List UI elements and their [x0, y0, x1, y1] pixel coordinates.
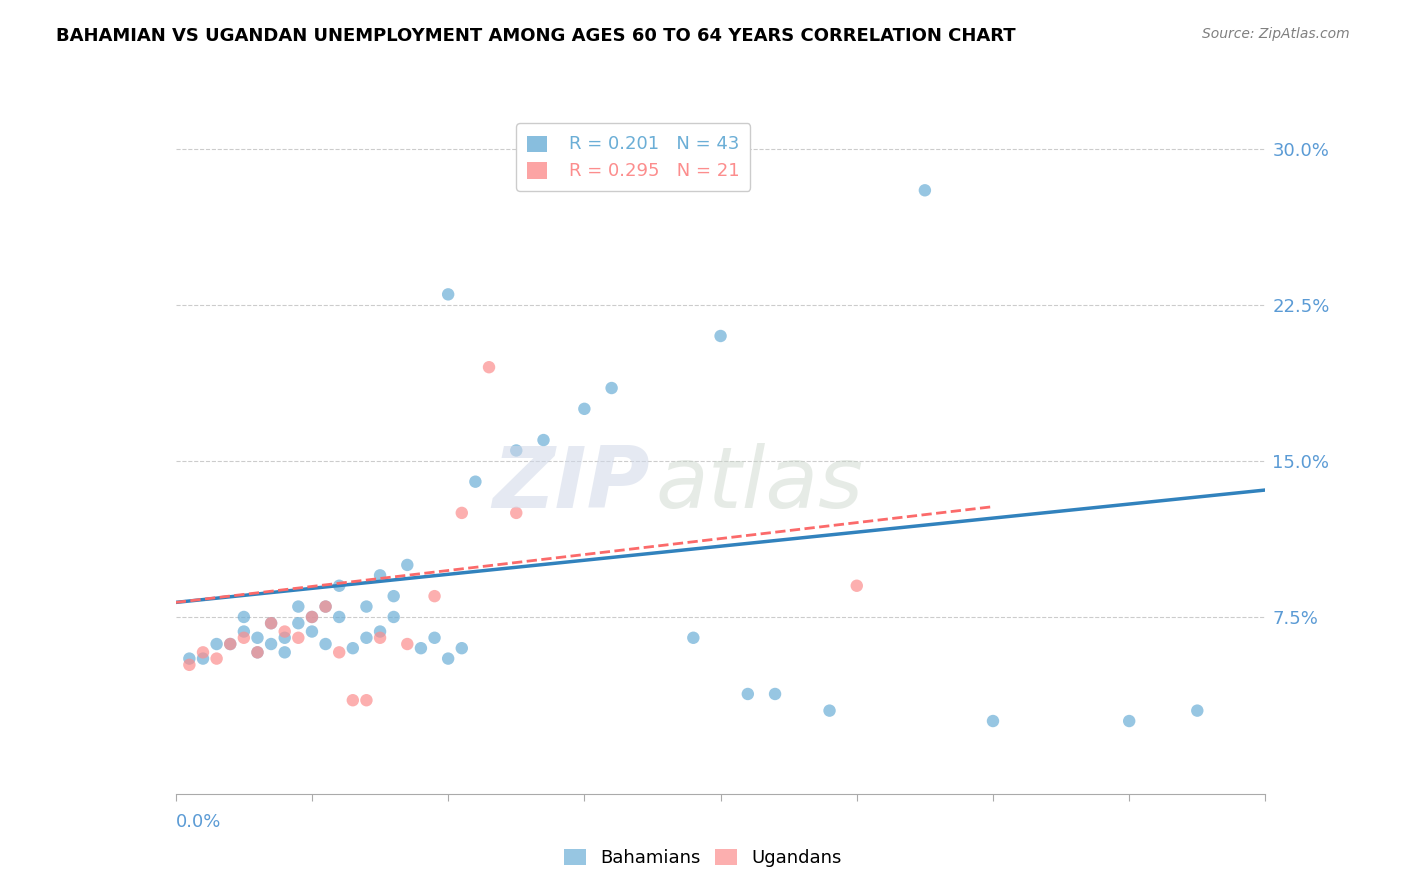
Point [450, 506, 472, 520]
Point [179, 651, 201, 665]
Point [274, 645, 297, 659]
Point [232, 631, 254, 645]
Point [368, 631, 391, 645]
Point [301, 624, 323, 639]
Point [505, 443, 527, 458]
Point [356, 693, 378, 707]
Point [274, 624, 297, 639]
Point [396, 558, 419, 572]
Text: BAHAMIAN VS UGANDAN UNEMPLOYMENT AMONG AGES 60 TO 64 YEARS CORRELATION CHART: BAHAMIAN VS UGANDAN UNEMPLOYMENT AMONG A… [56, 27, 1017, 45]
Point [191, 651, 214, 665]
Point [382, 589, 405, 603]
Point [315, 637, 337, 651]
Point [450, 641, 472, 656]
Point [409, 641, 432, 656]
Point [818, 704, 841, 718]
Point [981, 714, 1004, 728]
Point [356, 599, 378, 614]
Point [1118, 714, 1140, 728]
Point [301, 610, 323, 624]
Point [219, 637, 242, 651]
Point [396, 637, 419, 651]
Text: atlas: atlas [655, 443, 863, 526]
Point [574, 401, 596, 416]
Point [368, 568, 391, 582]
Point [763, 687, 786, 701]
Point [301, 610, 323, 624]
Point [328, 610, 350, 624]
Point [205, 637, 228, 651]
Point [246, 645, 269, 659]
Point [478, 360, 501, 375]
Point [600, 381, 623, 395]
Point [382, 610, 405, 624]
Point [368, 624, 391, 639]
Point [179, 657, 201, 672]
Point [356, 631, 378, 645]
Text: 0.0%: 0.0% [176, 814, 221, 831]
Point [1187, 704, 1209, 718]
Point [533, 433, 555, 447]
Point [232, 624, 254, 639]
Point [710, 329, 733, 343]
Point [246, 631, 269, 645]
Point [315, 599, 337, 614]
Point [260, 616, 283, 631]
Legend: R = 0.201   N = 43, R = 0.295   N = 21: R = 0.201 N = 43, R = 0.295 N = 21 [516, 123, 751, 191]
Text: Source: ZipAtlas.com: Source: ZipAtlas.com [1202, 27, 1350, 41]
Point [191, 645, 214, 659]
Point [464, 475, 486, 489]
Text: ZIP: ZIP [492, 443, 650, 526]
Point [246, 645, 269, 659]
Point [232, 610, 254, 624]
Point [737, 687, 759, 701]
Point [342, 693, 364, 707]
Point [845, 579, 868, 593]
Point [260, 616, 283, 631]
Point [205, 651, 228, 665]
Legend: Bahamians, Ugandans: Bahamians, Ugandans [557, 841, 849, 874]
Point [342, 641, 364, 656]
Point [260, 637, 283, 651]
Point [287, 631, 309, 645]
Point [315, 599, 337, 614]
Point [328, 579, 350, 593]
Point [505, 506, 527, 520]
Point [437, 287, 460, 301]
Point [328, 645, 350, 659]
Point [274, 631, 297, 645]
Point [287, 599, 309, 614]
Point [423, 631, 446, 645]
Point [423, 589, 446, 603]
Point [219, 637, 242, 651]
Point [287, 616, 309, 631]
Point [914, 183, 936, 197]
Point [682, 631, 704, 645]
Point [437, 651, 460, 665]
